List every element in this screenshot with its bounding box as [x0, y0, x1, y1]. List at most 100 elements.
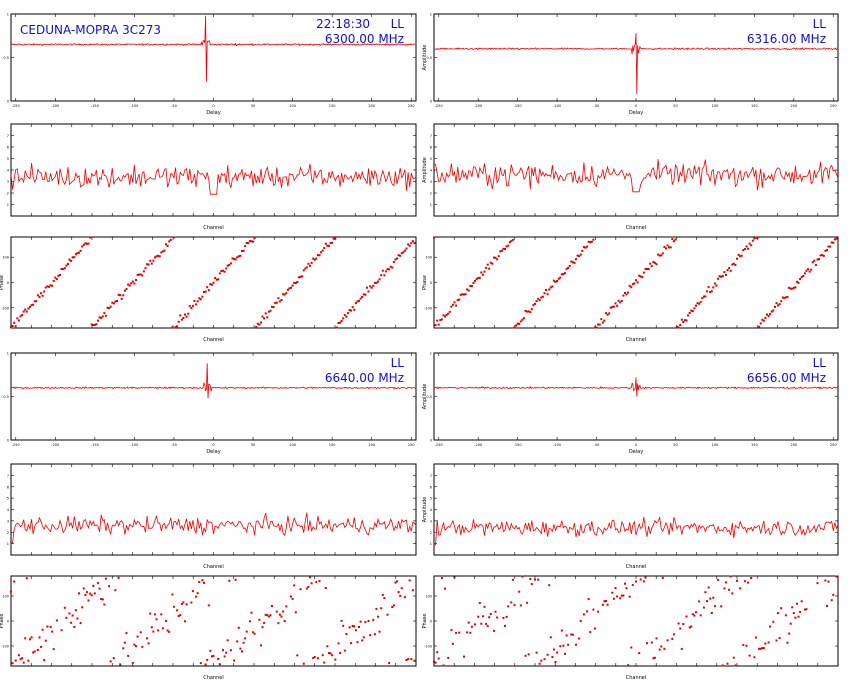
x-tick-label: -250	[12, 443, 20, 447]
phase-point	[65, 616, 68, 619]
y-tick-label: 0	[7, 100, 9, 104]
phase-point	[543, 292, 546, 295]
phase-point	[554, 280, 557, 283]
phase-point	[180, 602, 183, 605]
phase-point	[742, 249, 745, 252]
y-axis-title: Amplitude	[422, 157, 428, 183]
phase-point	[142, 270, 145, 273]
phase-point	[244, 245, 247, 248]
phase-point	[220, 270, 223, 272]
phase-point	[685, 615, 688, 618]
phase-point	[786, 641, 789, 644]
phase-point	[612, 597, 615, 600]
phase-point	[361, 296, 364, 298]
phase-point	[695, 611, 697, 614]
phase-point	[578, 255, 581, 258]
phase-point	[250, 240, 253, 243]
phase-point	[687, 314, 690, 317]
phase-point	[586, 245, 589, 248]
phase-point	[90, 323, 93, 326]
phase-point	[184, 620, 186, 623]
phase-point	[316, 254, 319, 257]
phase-point	[789, 287, 792, 290]
phase-point	[74, 253, 77, 256]
phase-point	[40, 292, 43, 295]
phase-point	[362, 293, 365, 296]
plot-frame	[10, 123, 417, 217]
phase-point	[127, 654, 130, 657]
x-tick-label: 50	[673, 443, 677, 447]
phase-point	[467, 289, 470, 292]
phase-point	[237, 255, 240, 258]
phase-point	[433, 660, 435, 663]
phase-point	[753, 656, 756, 659]
phase-point	[305, 266, 308, 269]
phase-point	[263, 317, 266, 320]
phase-point	[286, 288, 289, 291]
frequency-label: 6656.00 MHz	[747, 371, 826, 385]
phase-point	[315, 581, 318, 584]
phase-point	[280, 299, 283, 301]
phase-point	[709, 291, 712, 293]
phase-point	[606, 603, 609, 606]
phase-point	[614, 302, 617, 305]
phase-point	[638, 652, 641, 655]
phase-point	[748, 654, 751, 657]
phase-point	[372, 284, 375, 287]
phase-point	[679, 627, 682, 630]
phase-point	[810, 268, 813, 271]
phase-point	[554, 661, 557, 663]
phase-point	[704, 295, 707, 298]
phase-point	[252, 631, 255, 634]
phase-point	[310, 582, 313, 585]
phase-point	[565, 268, 568, 271]
phase-point	[78, 251, 80, 254]
x-axis-title: Delay	[629, 110, 643, 116]
phase-point	[275, 301, 278, 304]
y-axis-title: Phase	[422, 275, 428, 290]
pol-label: LL	[391, 356, 405, 370]
y-tick-label: 0	[430, 620, 432, 624]
phase-point	[41, 628, 44, 631]
phase-point	[644, 576, 647, 579]
phase-point	[805, 269, 808, 272]
phase-point	[530, 583, 533, 586]
phase-point	[535, 300, 538, 303]
phase-point	[168, 240, 171, 243]
phase-point	[608, 312, 611, 315]
phase-point	[413, 659, 416, 662]
phase-point	[743, 248, 746, 250]
y-tick-label: 3	[430, 519, 432, 523]
phase-point	[226, 639, 229, 642]
phase-point	[611, 591, 614, 594]
phase-point	[283, 293, 286, 296]
frequency-label: 6640.00 MHz	[325, 371, 404, 385]
phase-point	[13, 321, 16, 324]
phase-point	[639, 275, 642, 278]
phase-point	[556, 280, 559, 282]
phase-point	[68, 612, 71, 615]
phase-point	[729, 269, 732, 272]
phase-point	[301, 275, 304, 278]
plot-frame	[433, 236, 839, 329]
phase-point	[59, 274, 61, 276]
phase-point	[122, 647, 125, 650]
phase-point	[437, 323, 440, 326]
phase-point	[440, 577, 443, 580]
phase-point	[290, 286, 292, 289]
phase-point	[680, 647, 683, 650]
phase-point	[575, 258, 577, 261]
y-tick-label: 0	[7, 620, 9, 624]
phase-point	[386, 268, 389, 271]
phase-point	[155, 255, 158, 258]
phase-point	[832, 593, 835, 596]
phase-point	[830, 599, 833, 602]
phase-point	[541, 295, 544, 298]
panel-amplitude-2: 1 2 3 4 5 6 7 Channel	[7, 123, 417, 231]
phase-point	[723, 587, 726, 590]
phase-point	[778, 303, 781, 306]
phase-point	[578, 637, 581, 640]
phase-point	[218, 272, 221, 275]
phase-point	[808, 270, 811, 273]
phase-point	[65, 264, 68, 267]
